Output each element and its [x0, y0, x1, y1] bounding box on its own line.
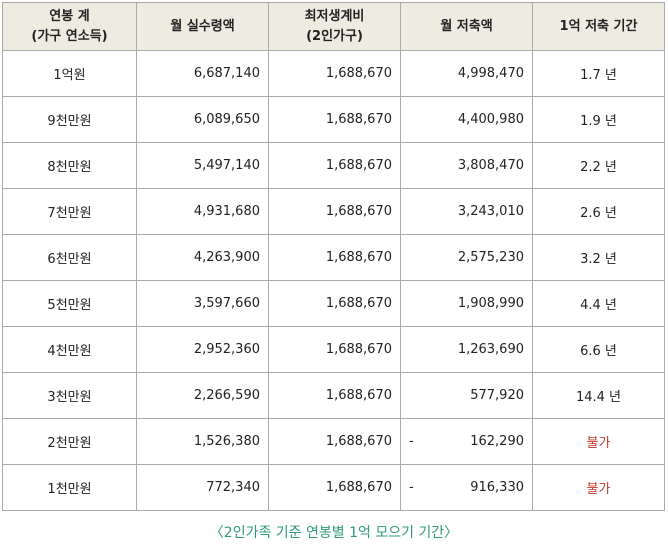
monthly-savings-value: 1,908,990 [457, 296, 524, 311]
minimum-living-cost-cell: 1,688,670 [268, 418, 401, 465]
monthly-net-pay-cell: 2,952,360 [136, 326, 269, 373]
monthly-savings-cell: - 162,290 [400, 418, 533, 465]
monthly-net-pay-cell: 4,263,900 [136, 234, 269, 281]
annual-income-cell: 8천만원 [2, 142, 137, 189]
annual-income-cell: 1억원 [2, 50, 137, 97]
minimum-living-cost-cell: 1,688,670 [268, 326, 401, 373]
header-minimum-living-cost: 최저생계비 (2인가구) [268, 2, 401, 51]
annual-income-cell: 2천만원 [2, 418, 137, 465]
table-caption: 〈2인가족 기준 연봉별 1억 모으기 기간〉 [209, 525, 459, 541]
table-row: 6천만원 4,263,900 1,688,670 2,575,230 3.2 년 [2, 234, 665, 281]
monthly-savings-cell: - 916,330 [400, 464, 533, 511]
savings-period-cell: 2.6 년 [532, 188, 665, 235]
minimum-living-cost-cell: 1,688,670 [268, 464, 401, 511]
savings-period-cell: 1.7 년 [532, 50, 665, 97]
monthly-savings-value: 2,575,230 [457, 250, 524, 265]
minimum-living-cost-cell: 1,688,670 [268, 280, 401, 327]
annual-income-cell: 1천만원 [2, 464, 137, 511]
table-row: 8천만원 5,497,140 1,688,670 3,808,470 2.2 년 [2, 142, 665, 189]
monthly-net-pay-cell: 772,340 [136, 464, 269, 511]
savings-period-cell: 1.9 년 [532, 96, 665, 143]
monthly-savings-value: 4,400,980 [457, 112, 524, 127]
monthly-net-pay-cell: 6,089,650 [136, 96, 269, 143]
monthly-savings-value: 1,263,690 [457, 342, 524, 357]
minimum-living-cost-cell: 1,688,670 [268, 188, 401, 235]
negative-sign: - [409, 434, 414, 449]
table-row: 3천만원 2,266,590 1,688,670 577,920 14.4 년 [2, 372, 665, 419]
monthly-savings-cell: 1,263,690 [400, 326, 533, 373]
annual-income-cell: 4천만원 [2, 326, 137, 373]
negative-sign: - [409, 480, 414, 495]
header-annual-income: 연봉 계 (가구 연소득) [2, 2, 137, 51]
monthly-savings-value: 162,290 [470, 434, 524, 449]
minimum-living-cost-cell: 1,688,670 [268, 234, 401, 281]
monthly-net-pay-cell: 2,266,590 [136, 372, 269, 419]
annual-income-cell: 5천만원 [2, 280, 137, 327]
minimum-living-cost-cell: 1,688,670 [268, 50, 401, 97]
header-monthly-savings: 월 저축액 [400, 2, 533, 51]
savings-period-cell: 14.4 년 [532, 372, 665, 419]
monthly-savings-cell: 2,575,230 [400, 234, 533, 281]
annual-income-cell: 9천만원 [2, 96, 137, 143]
table-row: 4천만원 2,952,360 1,688,670 1,263,690 6.6 년 [2, 326, 665, 373]
savings-period-cell: 불가 [532, 418, 665, 465]
header-row: 연봉 계 (가구 연소득) 월 실수령액 최저생계비 (2인가구) 월 저축액 1억… [2, 2, 665, 51]
monthly-savings-value: 4,998,470 [457, 66, 524, 81]
savings-period-cell: 불가 [532, 464, 665, 511]
table-row: 5천만원 3,597,660 1,688,670 1,908,990 4.4 년 [2, 280, 665, 327]
monthly-net-pay-cell: 5,497,140 [136, 142, 269, 189]
annual-income-cell: 7천만원 [2, 188, 137, 235]
monthly-savings-value: 3,243,010 [457, 204, 524, 219]
savings-period-cell: 2.2 년 [532, 142, 665, 189]
monthly-savings-value: 916,330 [470, 480, 524, 495]
table-row: 7천만원 4,931,680 1,688,670 3,243,010 2.6 년 [2, 188, 665, 235]
savings-period-cell: 4.4 년 [532, 280, 665, 327]
monthly-savings-cell: 4,998,470 [400, 50, 533, 97]
monthly-savings-cell: 4,400,980 [400, 96, 533, 143]
minimum-living-cost-cell: 1,688,670 [268, 372, 401, 419]
monthly-net-pay-cell: 1,526,380 [136, 418, 269, 465]
header-savings-period: 1억 저축 기간 [532, 2, 665, 51]
annual-income-cell: 3천만원 [2, 372, 137, 419]
monthly-savings-value: 577,920 [470, 388, 524, 403]
header-monthly-net-pay: 월 실수령액 [136, 2, 269, 51]
monthly-savings-value: 3,808,470 [457, 158, 524, 173]
table-row: 9천만원 6,089,650 1,688,670 4,400,980 1.9 년 [2, 96, 665, 143]
monthly-net-pay-cell: 3,597,660 [136, 280, 269, 327]
annual-income-cell: 6천만원 [2, 234, 137, 281]
table-row: 1억원 6,687,140 1,688,670 4,998,470 1.7 년 [2, 50, 665, 97]
monthly-savings-cell: 577,920 [400, 372, 533, 419]
minimum-living-cost-cell: 1,688,670 [268, 96, 401, 143]
monthly-net-pay-cell: 6,687,140 [136, 50, 269, 97]
savings-period-cell: 6.6 년 [532, 326, 665, 373]
savings-period-table: 연봉 계 (가구 연소득) 월 실수령액 최저생계비 (2인가구) 월 저축액 1억… [2, 2, 665, 511]
monthly-savings-cell: 1,908,990 [400, 280, 533, 327]
monthly-savings-cell: 3,243,010 [400, 188, 533, 235]
table-row: 2천만원 1,526,380 1,688,670- 162,290 불가 [2, 418, 665, 465]
table-row: 1천만원 772,340 1,688,670- 916,330 불가 [2, 464, 665, 511]
monthly-savings-cell: 3,808,470 [400, 142, 533, 189]
minimum-living-cost-cell: 1,688,670 [268, 142, 401, 189]
monthly-net-pay-cell: 4,931,680 [136, 188, 269, 235]
savings-period-cell: 3.2 년 [532, 234, 665, 281]
